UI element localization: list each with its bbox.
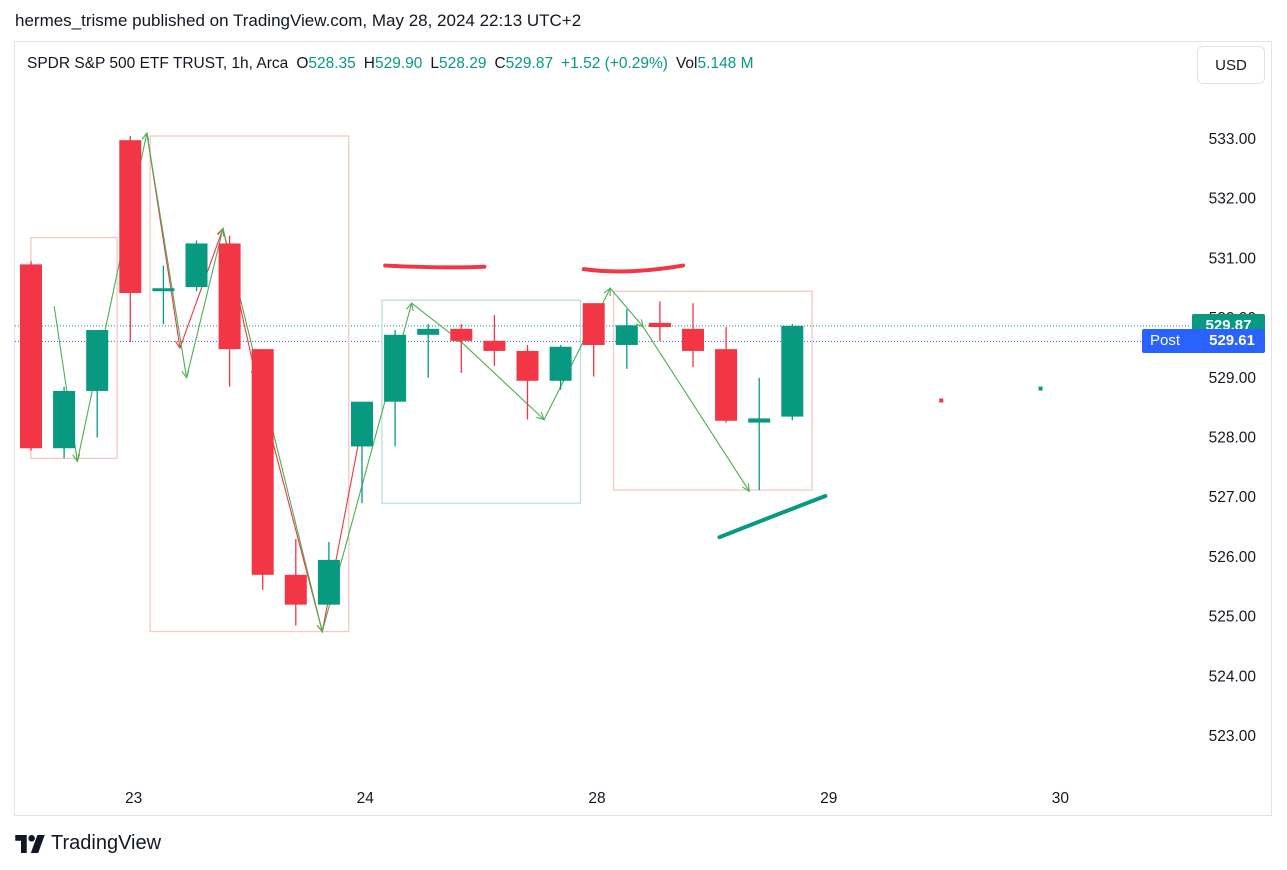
zigzag-green-arrowhead xyxy=(72,453,81,463)
rectangle-drawings xyxy=(30,135,813,633)
candle-body xyxy=(152,288,175,292)
brush-drawings xyxy=(383,263,828,540)
candle-body xyxy=(417,328,440,335)
candle-body xyxy=(218,243,241,350)
candle-body xyxy=(317,559,340,605)
extended-hours-dots xyxy=(939,386,1043,403)
candle-body xyxy=(682,328,704,351)
candle-body xyxy=(781,325,804,417)
tradingview-logo-icon xyxy=(15,834,45,853)
candle-body xyxy=(483,340,506,351)
low-value: 528.29 xyxy=(439,55,487,72)
price-axis-label: 525.00 xyxy=(1209,609,1257,626)
time-axis-label: 30 xyxy=(1052,790,1070,807)
zigzag-green-arrowhead xyxy=(536,411,545,421)
candles xyxy=(20,136,804,626)
tradingview-brand: TradingView xyxy=(51,832,162,854)
open-label: O xyxy=(296,55,309,72)
candle-body xyxy=(284,574,307,605)
price-axis-label: 527.00 xyxy=(1209,489,1257,506)
time-axis: 23 24 28 29 30 xyxy=(125,790,1069,807)
price-axis-label: 533.00 xyxy=(1209,131,1257,148)
currency-button[interactable]: USD xyxy=(1197,46,1265,84)
price-axis-label: 524.00 xyxy=(1209,668,1257,685)
price-axis-label: 528.00 xyxy=(1209,430,1257,447)
open-value: 528.35 xyxy=(308,55,356,72)
zigzag-green-arrowhead xyxy=(316,623,325,633)
time-axis-label: 24 xyxy=(357,790,375,807)
time-axis-label: 23 xyxy=(125,790,142,807)
chart-pane-border xyxy=(14,41,1272,816)
price-axis: 523.00 524.00 525.00 526.00 527.00 528.00 529.… xyxy=(1209,131,1257,745)
resistance-stroke xyxy=(383,263,487,270)
candle-body xyxy=(450,328,473,341)
annotation-box xyxy=(381,299,582,504)
time-axis-label: 28 xyxy=(588,790,605,807)
extended-hours-dot xyxy=(939,398,944,403)
zigzag-green-arrowhead xyxy=(635,319,645,329)
price-axis-label: 532.00 xyxy=(1209,191,1257,208)
close-value: 529.87 xyxy=(505,55,554,72)
candle-body xyxy=(549,346,572,381)
candle-body xyxy=(384,334,407,402)
candle-body xyxy=(615,325,638,345)
change-value: +1.52 (+0.29%) xyxy=(561,55,668,72)
low-label: L xyxy=(430,55,440,72)
tradingview-logo[interactable]: TradingView xyxy=(15,832,161,855)
zigzag-green-arrowhead xyxy=(603,287,611,297)
price-lines xyxy=(15,325,1190,342)
candle-body xyxy=(185,243,208,288)
candle-body xyxy=(351,401,373,447)
extended-hours-dot xyxy=(1038,386,1043,391)
price-axis-label: 529.00 xyxy=(1209,370,1257,387)
zigzag-green-arrowhead xyxy=(181,369,190,380)
candle-body xyxy=(86,330,109,391)
price-axis-label: 523.00 xyxy=(1209,728,1257,745)
zigzag-red-arrowhead xyxy=(174,340,183,350)
post-market-label: Post xyxy=(1150,332,1181,350)
resistance-stroke xyxy=(581,263,686,274)
symbol-title[interactable]: SPDR S&P 500 ETF TRUST, 1h, Arca xyxy=(27,55,289,72)
candle-body xyxy=(748,418,771,423)
candle-body xyxy=(516,350,539,381)
post-market-value: 529.61 xyxy=(1209,332,1255,350)
time-axis-label: 29 xyxy=(820,790,837,807)
price-axis-label: 531.00 xyxy=(1209,250,1257,267)
published-caption: hermes_trisme published on TradingView.c… xyxy=(15,11,582,30)
close-label: C xyxy=(494,55,506,72)
high-label: H xyxy=(363,55,375,72)
candle-body xyxy=(20,264,42,449)
price-axis-label: 526.00 xyxy=(1209,549,1257,566)
zigzag-green-arrowhead xyxy=(742,483,750,493)
volume-label: Vol xyxy=(675,55,698,72)
candle-body xyxy=(582,303,605,345)
zigzag-green-arrowhead xyxy=(405,301,414,312)
support-stroke xyxy=(717,494,828,540)
high-value: 529.90 xyxy=(375,55,423,72)
candle-body xyxy=(715,349,738,421)
candle-body xyxy=(119,140,142,294)
candle-body xyxy=(53,390,76,449)
candle-body xyxy=(648,322,671,328)
volume-value: 5.148 M xyxy=(697,55,754,72)
symbol-legend: SPDR S&P 500 ETF TRUST, 1h, Arca O528.35 H… xyxy=(27,55,754,73)
candle-body xyxy=(251,349,274,575)
annotation-box xyxy=(612,290,813,491)
zigzag-green-arrowhead xyxy=(217,227,226,237)
annotation-box xyxy=(149,135,350,633)
post-market-tag: Post 529.61 xyxy=(1142,329,1265,354)
zigzag-green-arrowhead xyxy=(141,131,150,141)
